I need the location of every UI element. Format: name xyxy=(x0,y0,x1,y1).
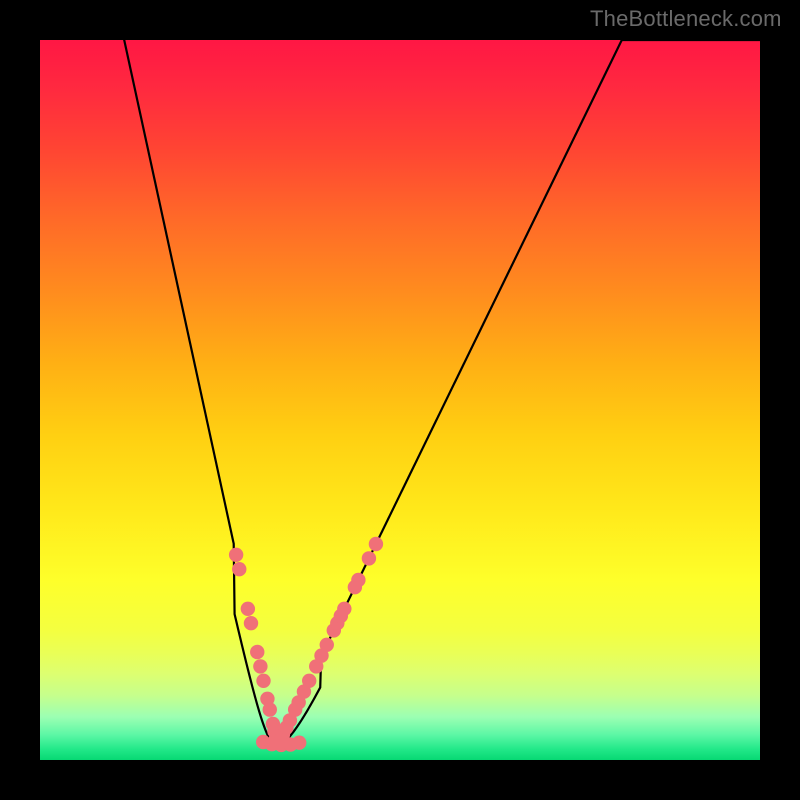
data-point xyxy=(229,548,243,562)
v-curve xyxy=(124,40,760,746)
data-point xyxy=(362,551,376,565)
data-point xyxy=(351,573,365,587)
data-point xyxy=(320,638,334,652)
data-point xyxy=(232,562,246,576)
data-point xyxy=(292,736,306,750)
data-point xyxy=(263,702,277,716)
chart-root: TheBottleneck.com xyxy=(0,0,800,800)
data-point xyxy=(253,659,267,673)
data-point xyxy=(250,645,264,659)
data-point xyxy=(241,602,255,616)
data-point xyxy=(337,602,351,616)
plot-area xyxy=(40,40,760,760)
watermark-text: TheBottleneck.com xyxy=(590,6,782,32)
gradient-stage xyxy=(40,40,760,760)
data-point xyxy=(244,616,258,630)
data-point xyxy=(256,674,270,688)
data-point xyxy=(369,537,383,551)
data-point xyxy=(302,674,316,688)
chart-svg xyxy=(40,40,760,760)
